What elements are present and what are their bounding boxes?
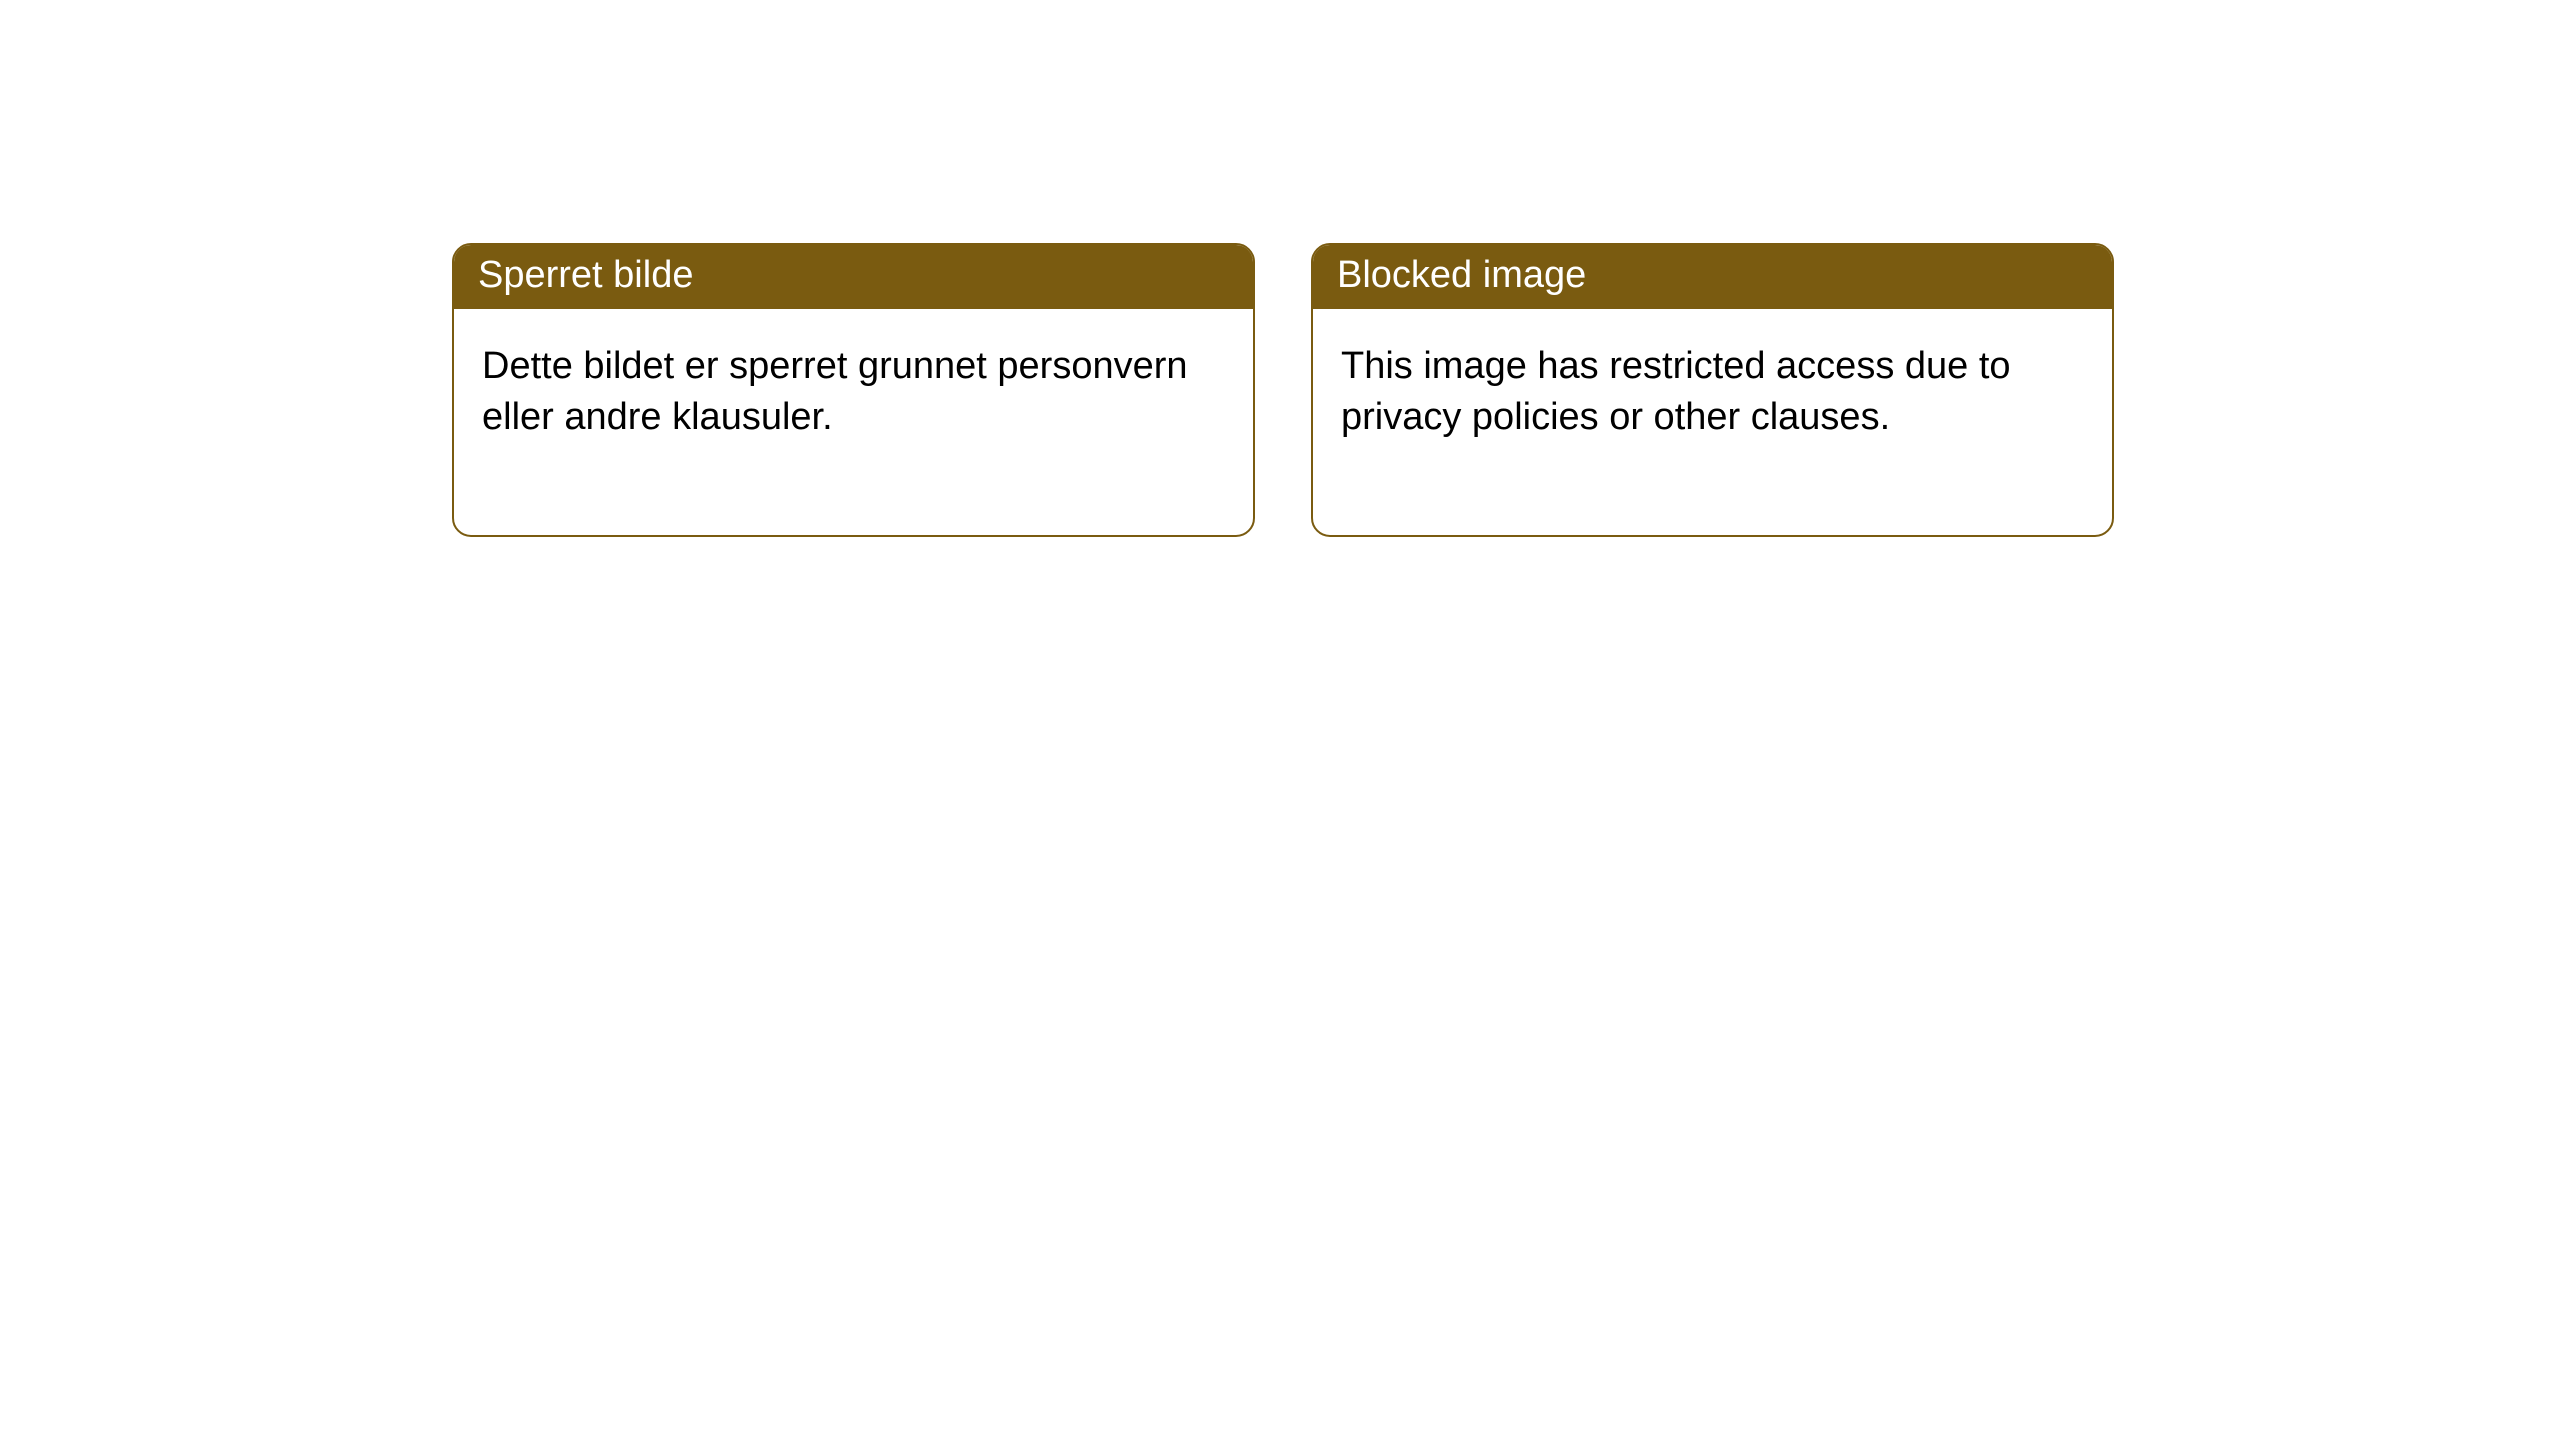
notice-title: Blocked image	[1337, 254, 1586, 296]
notice-header: Blocked image	[1313, 245, 2112, 309]
notice-card-norwegian: Sperret bilde Dette bildet er sperret gr…	[452, 243, 1255, 537]
notice-title: Sperret bilde	[478, 254, 693, 296]
notice-card-english: Blocked image This image has restricted …	[1311, 243, 2114, 537]
notice-body: Dette bildet er sperret grunnet personve…	[454, 309, 1253, 536]
notice-container: Sperret bilde Dette bildet er sperret gr…	[452, 243, 2114, 537]
notice-header: Sperret bilde	[454, 245, 1253, 309]
notice-body: This image has restricted access due to …	[1313, 309, 2112, 536]
notice-message: Dette bildet er sperret grunnet personve…	[482, 345, 1188, 438]
notice-message: This image has restricted access due to …	[1341, 345, 2011, 438]
